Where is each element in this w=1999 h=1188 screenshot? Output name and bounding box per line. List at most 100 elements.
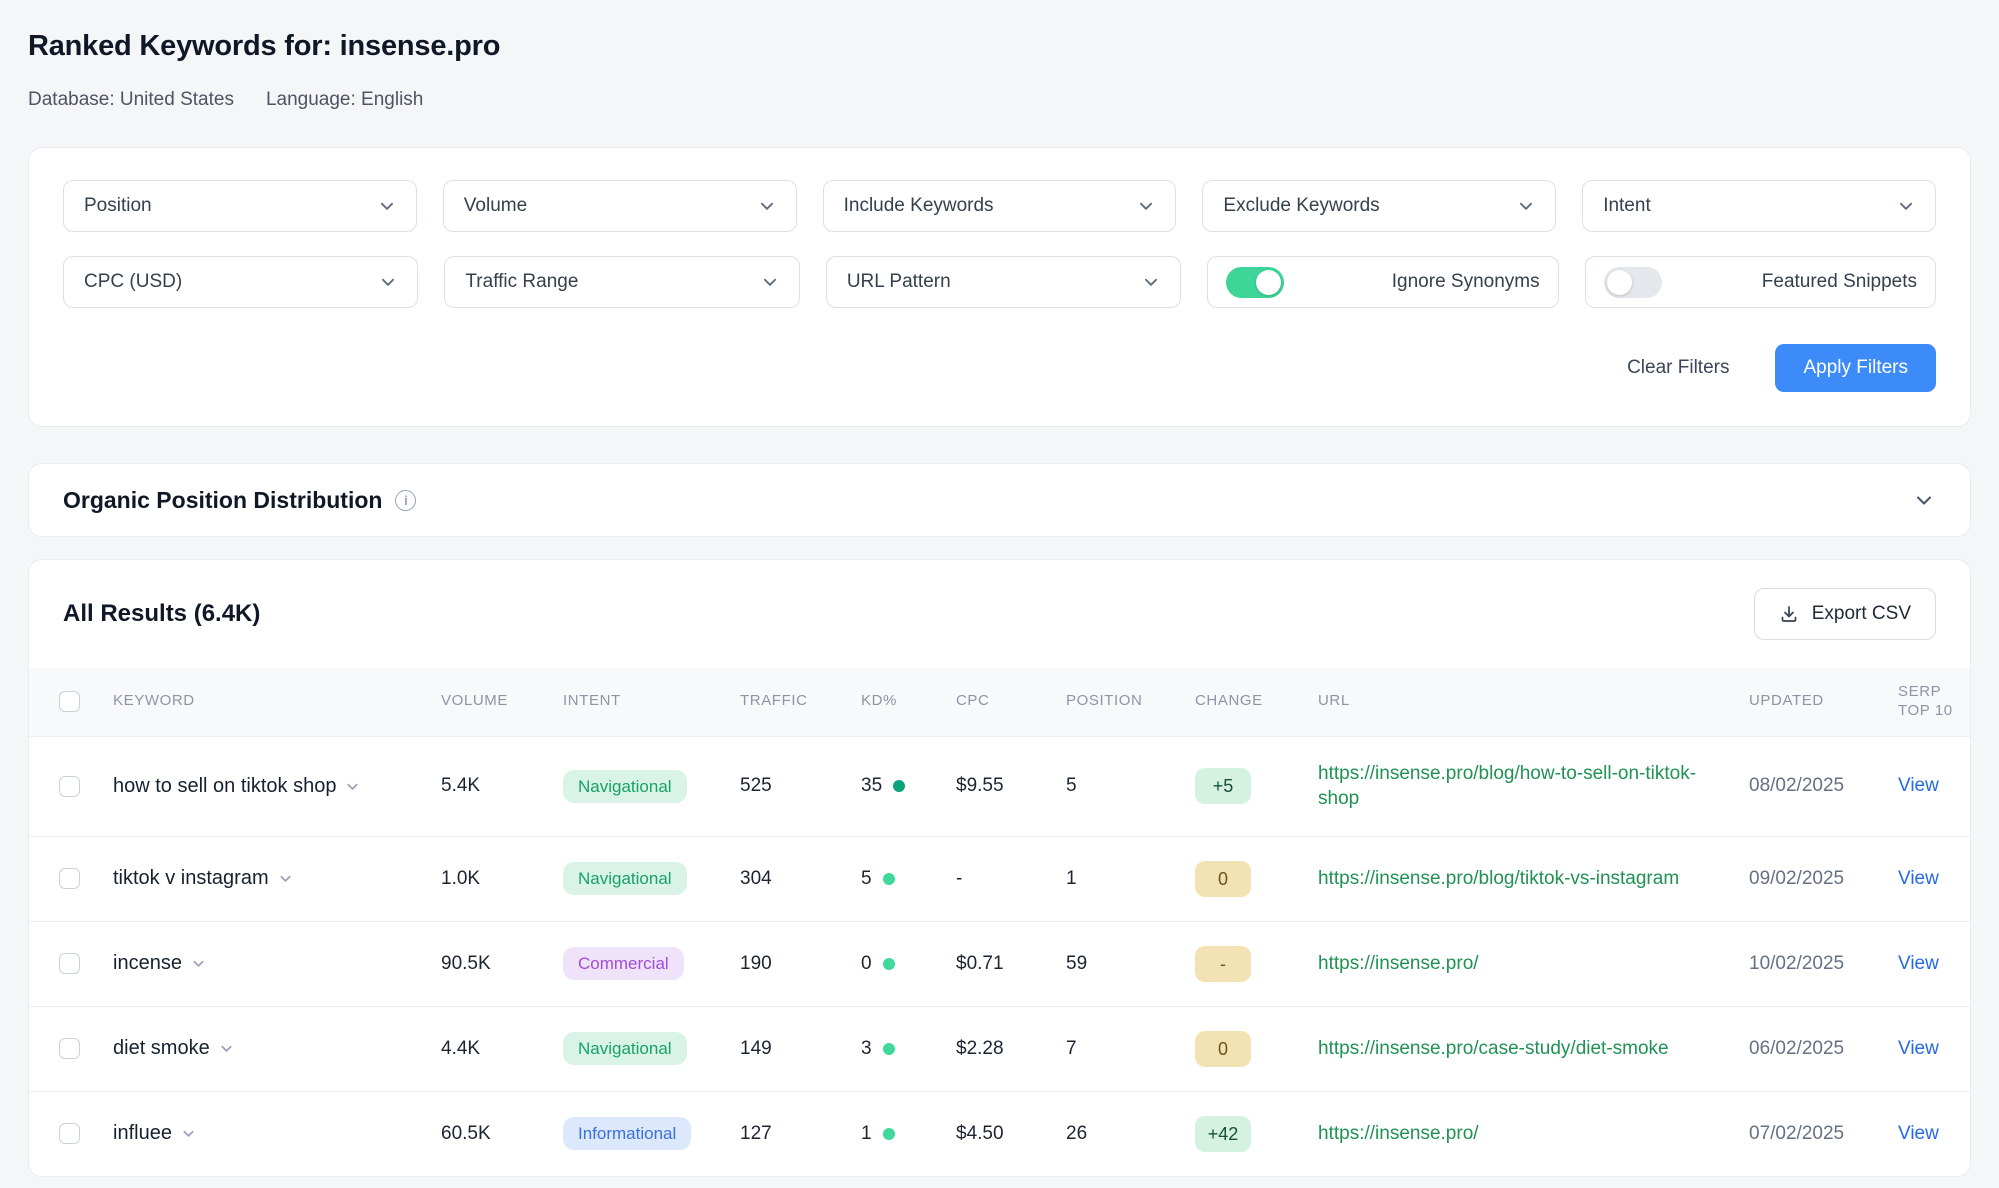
url-link[interactable]: https://insense.pro/ bbox=[1318, 1122, 1479, 1144]
cpc-cell: - bbox=[956, 835, 1066, 922]
filter-dropdown-intent[interactable]: Intent bbox=[1582, 180, 1936, 232]
keyword-cell[interactable]: tiktok v instagram bbox=[113, 865, 293, 892]
chevron-down-icon bbox=[1137, 197, 1155, 215]
keyword-text: incense bbox=[113, 952, 182, 975]
cpc-cell: $9.55 bbox=[956, 735, 1066, 837]
table-header-row: KEYWORD VOLUME INTENT TRAFFIC KD% CPC PO… bbox=[29, 668, 1970, 736]
chevron-down-icon[interactable] bbox=[278, 871, 293, 886]
chevron-down-icon bbox=[379, 273, 397, 291]
column-header-url: URL bbox=[1318, 668, 1749, 736]
position-cell: 59 bbox=[1066, 920, 1195, 1007]
export-csv-label: Export CSV bbox=[1811, 603, 1911, 624]
info-icon[interactable]: i bbox=[395, 489, 417, 511]
url-link[interactable]: https://insense.pro/blog/tiktok-vs-insta… bbox=[1318, 867, 1680, 889]
view-link[interactable]: View bbox=[1898, 1037, 1939, 1059]
ignore-synonyms-label: Ignore Synonyms bbox=[1391, 271, 1540, 292]
filter-dropdown-url-pattern[interactable]: URL Pattern bbox=[825, 256, 1182, 308]
url-link[interactable]: https://insense.pro/blog/how-to-sell-on-… bbox=[1318, 762, 1697, 810]
export-csv-button[interactable]: Export CSV bbox=[1753, 588, 1936, 640]
keyword-text: tiktok v instagram bbox=[113, 867, 269, 890]
filter-dropdown-exclude-keywords[interactable]: Exclude Keywords bbox=[1202, 180, 1557, 232]
filter-label: URL Pattern bbox=[846, 271, 951, 292]
updated-cell: 10/02/2025 bbox=[1749, 920, 1898, 1007]
kd-dot bbox=[882, 872, 895, 885]
traffic-cell: 190 bbox=[740, 920, 861, 1007]
volume-cell: 90.5K bbox=[441, 920, 563, 1007]
column-header-position: POSITION bbox=[1066, 668, 1195, 736]
volume-cell: 60.5K bbox=[441, 1090, 563, 1176]
chevron-down-icon[interactable] bbox=[1912, 488, 1936, 512]
view-link[interactable]: View bbox=[1898, 867, 1939, 889]
kd-dot bbox=[882, 957, 895, 970]
keyword-cell[interactable]: diet smoke bbox=[113, 1035, 234, 1062]
url-link[interactable]: https://insense.pro/ bbox=[1318, 952, 1479, 974]
chevron-down-icon[interactable] bbox=[181, 1126, 196, 1141]
row-checkbox[interactable] bbox=[59, 775, 80, 797]
chevron-down-icon[interactable] bbox=[345, 779, 360, 794]
cpc-cell: $4.50 bbox=[956, 1090, 1066, 1176]
results-title: All Results (6.4K) bbox=[63, 600, 261, 627]
traffic-cell: 304 bbox=[740, 835, 861, 922]
row-checkbox[interactable] bbox=[59, 868, 80, 890]
featured-snippets-label: Featured Snippets bbox=[1761, 271, 1918, 292]
url-link[interactable]: https://insense.pro/case-study/diet-smok… bbox=[1318, 1037, 1669, 1059]
database-label: Database: United States bbox=[28, 89, 234, 110]
change-badge: 0 bbox=[1195, 860, 1251, 897]
keyword-cell[interactable]: incense bbox=[113, 950, 206, 977]
table-row: how to sell on tiktok shop 5.4K Navigati… bbox=[29, 735, 1970, 837]
view-link[interactable]: View bbox=[1898, 1122, 1939, 1144]
chevron-down-icon bbox=[1897, 197, 1915, 215]
kd-dot bbox=[893, 780, 906, 793]
keyword-text: how to sell on tiktok shop bbox=[113, 774, 337, 797]
change-badge: +42 bbox=[1195, 1115, 1251, 1152]
cpc-cell: $2.28 bbox=[956, 1005, 1066, 1092]
intent-badge: Navigational bbox=[563, 862, 687, 896]
chevron-down-icon[interactable] bbox=[191, 956, 206, 971]
results-table-body: how to sell on tiktok shop 5.4K Navigati… bbox=[29, 735, 1970, 1176]
kd-cell: 1 bbox=[861, 1090, 956, 1176]
language-label: Language: English bbox=[265, 89, 424, 110]
row-checkbox[interactable] bbox=[59, 1123, 80, 1145]
intent-badge: Navigational bbox=[563, 769, 687, 803]
kd-value: 0 bbox=[861, 952, 872, 974]
page-title: Ranked Keywords for: insense.pro bbox=[28, 30, 501, 62]
clear-filters-button[interactable]: Clear Filters bbox=[1627, 357, 1730, 378]
chevron-down-icon[interactable] bbox=[219, 1041, 234, 1056]
table-row: tiktok v instagram 1.0K Navigational 304… bbox=[29, 835, 1970, 922]
view-link[interactable]: View bbox=[1898, 952, 1939, 974]
kd-value: 35 bbox=[861, 775, 883, 797]
updated-cell: 06/02/2025 bbox=[1749, 1005, 1898, 1092]
chevron-down-icon bbox=[1142, 273, 1160, 291]
row-checkbox[interactable] bbox=[59, 953, 80, 975]
kd-value: 1 bbox=[861, 1122, 872, 1144]
row-checkbox[interactable] bbox=[59, 1038, 80, 1060]
view-link[interactable]: View bbox=[1898, 775, 1939, 797]
filter-dropdown-include-keywords[interactable]: Include Keywords bbox=[822, 180, 1177, 232]
filter-dropdown-position[interactable]: Position bbox=[63, 180, 417, 232]
column-header-volume: VOLUME bbox=[441, 668, 563, 736]
ignore-synonyms-toggle[interactable] bbox=[1226, 266, 1285, 298]
volume-cell: 1.0K bbox=[441, 835, 563, 922]
column-header-keyword: KEYWORD bbox=[113, 668, 441, 736]
select-all-checkbox[interactable] bbox=[59, 691, 80, 713]
intent-badge: Commercial bbox=[563, 947, 684, 981]
filter-dropdown-traffic-range[interactable]: Traffic Range bbox=[444, 256, 800, 308]
filter-dropdown-cpc[interactable]: CPC (USD) bbox=[63, 256, 419, 308]
change-badge: - bbox=[1195, 945, 1251, 982]
filter-dropdown-volume[interactable]: Volume bbox=[442, 180, 797, 232]
chevron-down-icon bbox=[758, 197, 776, 215]
table-row: incense 90.5K Commercial 190 0 $0.71 59 … bbox=[29, 920, 1970, 1007]
kd-cell: 3 bbox=[861, 1005, 956, 1092]
chevron-down-icon bbox=[761, 273, 779, 291]
position-cell: 1 bbox=[1066, 835, 1195, 922]
filter-label: Include Keywords bbox=[843, 195, 994, 216]
column-header-cpc: CPC bbox=[956, 668, 1066, 736]
toggle-knob bbox=[1606, 269, 1632, 295]
keyword-cell[interactable]: how to sell on tiktok shop bbox=[113, 773, 360, 800]
featured-snippets-toggle[interactable] bbox=[1603, 266, 1662, 298]
column-header-change: CHANGE bbox=[1195, 668, 1318, 736]
apply-filters-button[interactable]: Apply Filters bbox=[1775, 344, 1936, 392]
keyword-cell[interactable]: influee bbox=[113, 1120, 196, 1147]
organic-position-distribution-section[interactable]: Organic Position Distribution i bbox=[28, 463, 1971, 537]
column-header-intent: INTENT bbox=[563, 668, 740, 736]
